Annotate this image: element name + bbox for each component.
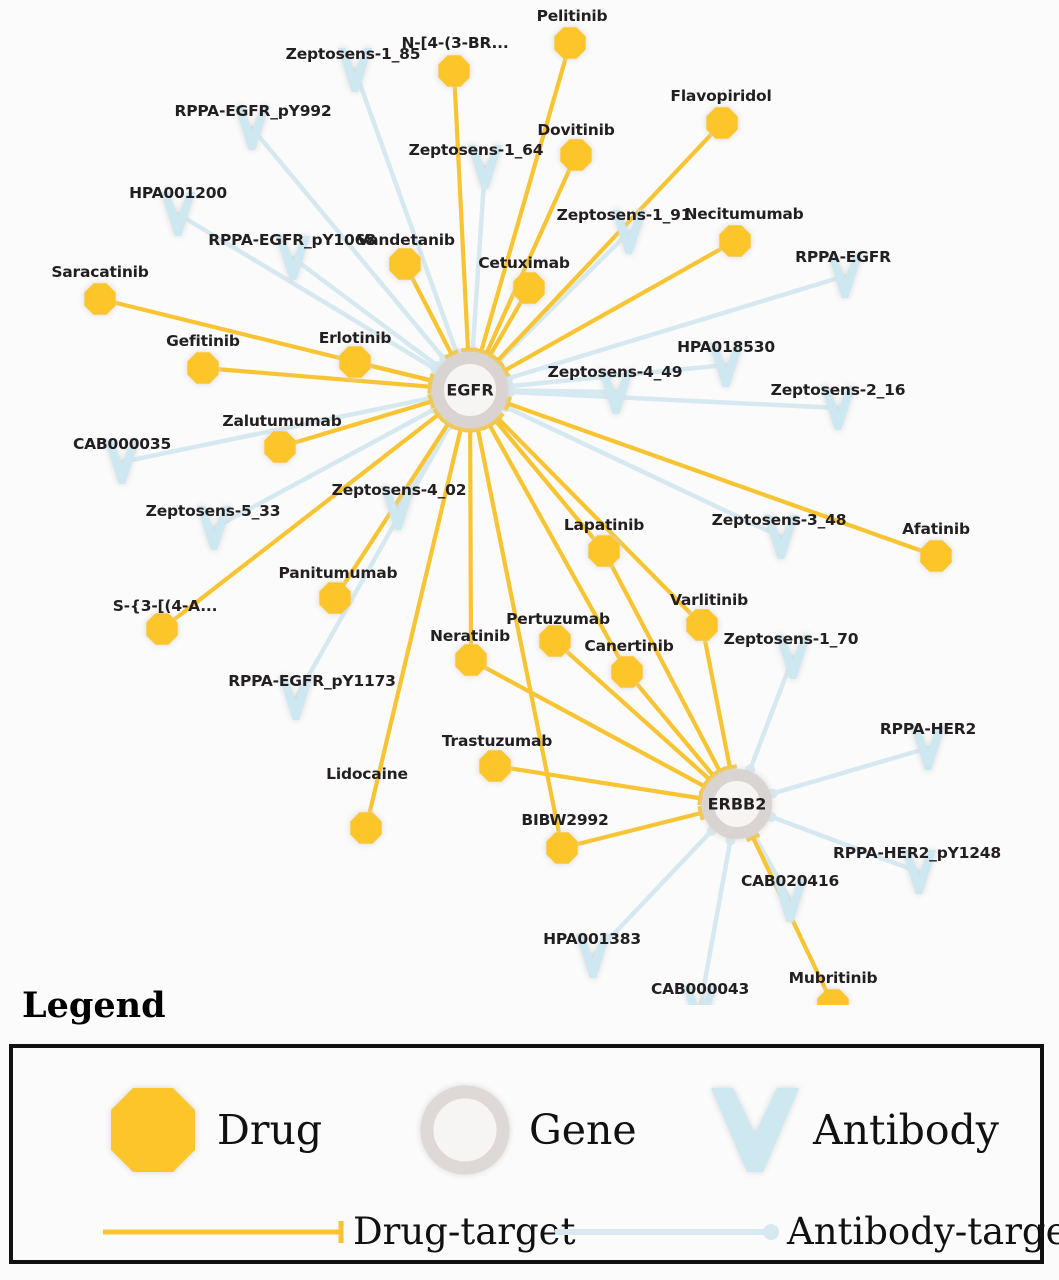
drug-node[interactable] [187,352,219,384]
antibody-chevron-icon [711,1088,799,1172]
legend-node-drug: Drug [101,1078,322,1182]
drug-node[interactable] [588,535,620,567]
drug-node[interactable] [319,582,351,614]
legend-title: Legend [22,985,166,1026]
antibody-node[interactable] [599,370,633,414]
drug-node[interactable] [350,812,382,844]
legend-edge-antibody-target: Antibody-target [553,1213,1059,1250]
legend-drug-target-label: Drug-target [353,1210,576,1253]
drug-node[interactable] [539,625,571,657]
legend-node-antibody: Antibody [703,1078,999,1182]
gene-node-erbb2[interactable] [702,769,772,839]
antibody-node[interactable] [709,343,743,387]
drug-node[interactable] [513,272,545,304]
edge-layer [97,40,939,1005]
antibody-node[interactable] [279,676,313,720]
drug-node[interactable] [146,613,178,645]
legend-antibody-target-label: Antibody-target [787,1210,1059,1253]
legend-edge-drug-target: Drug-target [101,1213,575,1250]
drug-node[interactable] [546,832,578,864]
drug-octagon-icon [111,1088,195,1172]
drug-node[interactable] [817,989,849,1005]
drug-node[interactable] [560,139,592,171]
gene-ring-icon [420,1085,510,1175]
antibody-node[interactable] [683,986,717,1005]
drug-node[interactable] [706,107,738,139]
network-graph-canvas[interactable]: Zeptosens-1_85 RPPA-EGFR_pY992 Zeptosens-1… [0,0,1059,1005]
drug-node[interactable] [339,346,371,378]
legend-node-gene: Gene [413,1078,637,1182]
antibody-node[interactable] [612,210,646,254]
drug-node[interactable] [84,283,116,315]
drug-node[interactable] [479,750,511,782]
antibody-node[interactable] [468,145,502,189]
antibody-node[interactable] [902,850,936,894]
antibody-node[interactable] [381,486,415,530]
antibody-node[interactable] [911,726,945,770]
legend-gene-label: Gene [529,1105,637,1154]
drug-node[interactable] [920,540,952,572]
drug-node[interactable] [686,609,718,641]
legend-box: Drug Gene Antibody Drug-target [9,1044,1059,1264]
drug-node[interactable] [264,431,296,463]
antibody-node[interactable] [338,48,372,92]
antibody-node[interactable] [105,440,139,484]
antibody-node[interactable] [764,515,798,559]
antibody-node[interactable] [821,386,855,430]
antibody-node[interactable] [276,236,310,280]
drug-node[interactable] [455,644,487,676]
drug-node[interactable] [554,27,586,59]
drug-node[interactable] [719,225,751,257]
antibody-node[interactable] [776,635,810,679]
antibody-node[interactable] [161,192,195,236]
antibody-node[interactable] [197,506,231,550]
antibody-node[interactable] [828,254,862,298]
antibody-target-edge-icon [555,1223,779,1240]
antibody-node[interactable] [235,106,269,150]
network-svg [84,27,952,1005]
antibody-node[interactable] [773,878,807,922]
antibody-node[interactable] [576,934,610,978]
node-layer [84,27,952,1005]
legend: Legend Drug Gene Antibody [0,985,1059,1280]
drug-node[interactable] [438,55,470,87]
legend-drug-label: Drug [217,1105,323,1154]
gene-node-egfr[interactable] [432,352,508,428]
gene-label: ERBB2 [707,794,767,814]
drug-node[interactable] [611,656,643,688]
drug-target-edge-icon [103,1220,344,1243]
gene-label: EGFR [446,380,494,400]
drug-node[interactable] [389,248,421,280]
legend-antibody-label: Antibody [813,1105,999,1154]
